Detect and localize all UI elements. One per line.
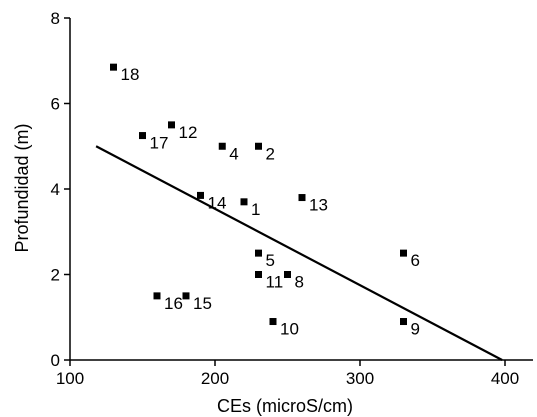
data-point [298, 194, 306, 202]
data-point [218, 142, 226, 150]
data-point-label: 14 [208, 193, 227, 212]
data-point [168, 121, 175, 129]
tick-marks: 100 200 300 400 0 2 4 6 8 [51, 9, 520, 388]
trend-line [95, 145, 503, 361]
data-point-label: 12 [179, 123, 198, 142]
data-point [269, 318, 277, 326]
x-tick-label: 100 [56, 369, 84, 388]
data-point-label: 17 [150, 134, 169, 153]
y-tick-label: 8 [51, 9, 60, 28]
data-point [110, 63, 117, 71]
data-point-label: 2 [266, 144, 275, 163]
data-point [139, 132, 146, 140]
data-point-label: 16 [164, 294, 183, 313]
data-point [255, 271, 262, 278]
data-point [153, 292, 161, 300]
data-point-label: 4 [229, 144, 238, 163]
data-point-label: 6 [411, 251, 420, 270]
y-axis-label: Profundidad (m) [12, 123, 32, 252]
data-point-label: 15 [193, 294, 212, 313]
data-point [182, 292, 190, 300]
axes [69, 18, 533, 361]
x-tick-label: 200 [201, 369, 229, 388]
data-point [255, 249, 262, 257]
y-tick-label: 0 [51, 351, 60, 370]
data-point-label: 8 [295, 273, 304, 292]
data-point-label: 1 [251, 200, 260, 219]
x-axis-label: CEs (microS/cm) [217, 396, 353, 416]
y-tick-label: 2 [51, 266, 60, 285]
data-point [197, 191, 204, 199]
data-point-label: 11 [266, 273, 284, 292]
data-point-label: 9 [411, 320, 420, 339]
data-point-label: 10 [280, 320, 299, 339]
data-point-label: 5 [266, 251, 275, 270]
data-point-label: 18 [121, 65, 140, 84]
x-tick-label: 300 [346, 369, 374, 388]
data-point [400, 249, 407, 257]
x-tick-label: 400 [491, 369, 519, 388]
data-point [255, 142, 262, 150]
trend-line-group [95, 145, 503, 361]
y-tick-label: 4 [51, 180, 60, 199]
data-point-label: 13 [309, 196, 328, 215]
data-point [400, 318, 407, 326]
data-point [240, 198, 248, 206]
data-point [284, 271, 291, 278]
y-tick-label: 6 [51, 95, 60, 114]
